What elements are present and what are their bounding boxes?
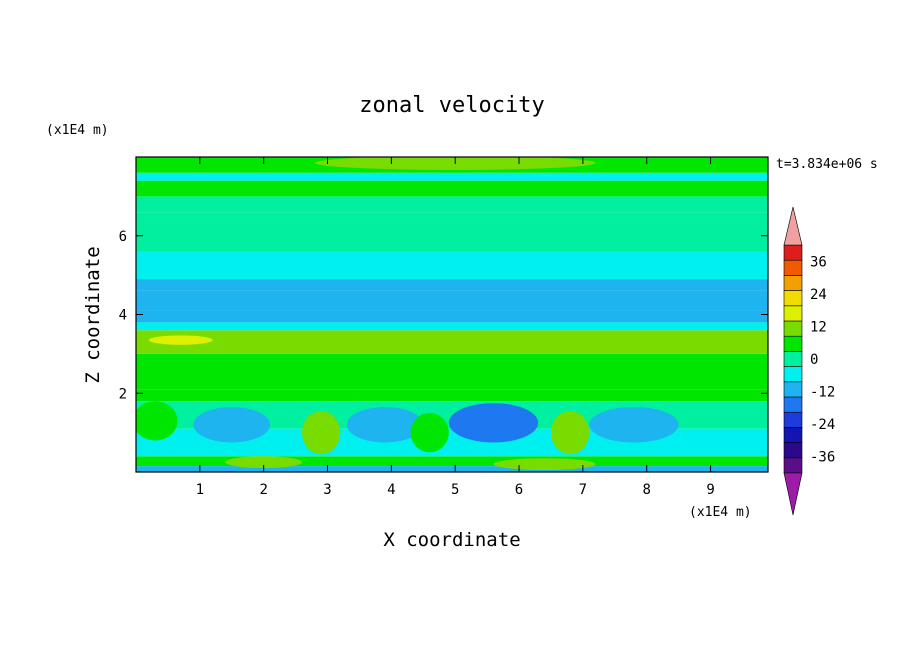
heat-cell bbox=[301, 410, 341, 455]
colorbar-level bbox=[783, 457, 803, 474]
heat-cell bbox=[493, 458, 596, 471]
colorbar-level bbox=[783, 381, 803, 398]
colorbar-level bbox=[783, 320, 803, 337]
colorbar-tick-label: 0 bbox=[810, 352, 818, 368]
x-unit-label: (x1E4 m) bbox=[689, 505, 752, 520]
heat-cell bbox=[136, 401, 178, 441]
x-tick-label: 9 bbox=[706, 482, 714, 498]
heat-band bbox=[136, 212, 768, 252]
heat-band bbox=[136, 322, 768, 331]
y-unit-label: (x1E4 m) bbox=[46, 123, 109, 138]
colorbar-level bbox=[783, 427, 803, 443]
y-tick-label: 2 bbox=[119, 386, 127, 402]
x-tick-label: 4 bbox=[387, 482, 395, 498]
heat-cell bbox=[589, 407, 679, 443]
heat-cell bbox=[448, 403, 539, 443]
x-tick-label: 5 bbox=[451, 482, 459, 498]
heat-band bbox=[136, 310, 768, 323]
x-axis: 1 2 3 4 5 6 7 8 9 bbox=[196, 157, 715, 498]
colorbar-level bbox=[783, 366, 803, 383]
x-tick-label: 8 bbox=[642, 482, 650, 498]
colorbar-tick-label: -12 bbox=[810, 385, 835, 401]
colorbar-tick-label: -24 bbox=[810, 417, 835, 433]
heat-band bbox=[136, 353, 768, 390]
colorbar-level bbox=[783, 442, 803, 459]
heat-band bbox=[136, 196, 768, 213]
heat-band bbox=[136, 466, 768, 472]
heat-cell bbox=[193, 407, 271, 443]
colorbar-level bbox=[783, 411, 803, 428]
colorbar-level bbox=[783, 351, 803, 367]
colorbar-level bbox=[783, 244, 803, 261]
heat-band bbox=[136, 456, 768, 467]
chart-title: zonal velocity bbox=[359, 93, 544, 118]
colorbar-tick-label: -36 bbox=[810, 450, 835, 466]
colorbar-tick-label: 12 bbox=[810, 319, 827, 335]
colorbar-over-arrow bbox=[783, 206, 803, 246]
heat-cell bbox=[550, 410, 590, 455]
x-tick-label: 7 bbox=[579, 482, 587, 498]
colorbar: 36 24 12 0 -12 -24 -36 bbox=[783, 206, 835, 516]
heat-band bbox=[136, 172, 768, 181]
heat-cell bbox=[148, 335, 213, 345]
time-label: t=3.834e+06 s bbox=[776, 157, 878, 172]
heat-band bbox=[136, 389, 768, 402]
colorbar-level bbox=[783, 259, 803, 276]
heat-band bbox=[136, 330, 768, 354]
heat-cell bbox=[225, 456, 302, 469]
colorbar-level bbox=[783, 275, 803, 291]
colorbar-tick-label: 24 bbox=[810, 287, 827, 303]
heat-band bbox=[136, 290, 768, 311]
x-tick-label: 3 bbox=[323, 482, 331, 498]
x-tick-label: 2 bbox=[259, 482, 267, 498]
heat-cell bbox=[346, 407, 424, 443]
colorbar-level bbox=[783, 290, 803, 307]
heatmap-field bbox=[136, 157, 768, 472]
y-axis-label: Z coordinate bbox=[82, 246, 104, 383]
heat-band bbox=[136, 279, 768, 291]
heat-band bbox=[136, 180, 768, 197]
heat-band bbox=[136, 251, 768, 280]
x-tick-label: 6 bbox=[515, 482, 523, 498]
colorbar-level bbox=[783, 396, 803, 413]
colorbar-tick-label: 36 bbox=[810, 254, 827, 270]
y-axis: 2 4 6 bbox=[119, 229, 768, 402]
y-tick-label: 4 bbox=[119, 308, 127, 324]
colorbar-level bbox=[783, 335, 803, 352]
x-tick-label: 1 bbox=[196, 482, 204, 498]
heat-cell bbox=[410, 412, 449, 453]
y-tick-label: 6 bbox=[119, 229, 127, 245]
x-axis-label: X coordinate bbox=[383, 529, 520, 551]
colorbar-level bbox=[783, 305, 803, 322]
colorbar-under-arrow bbox=[783, 472, 803, 516]
